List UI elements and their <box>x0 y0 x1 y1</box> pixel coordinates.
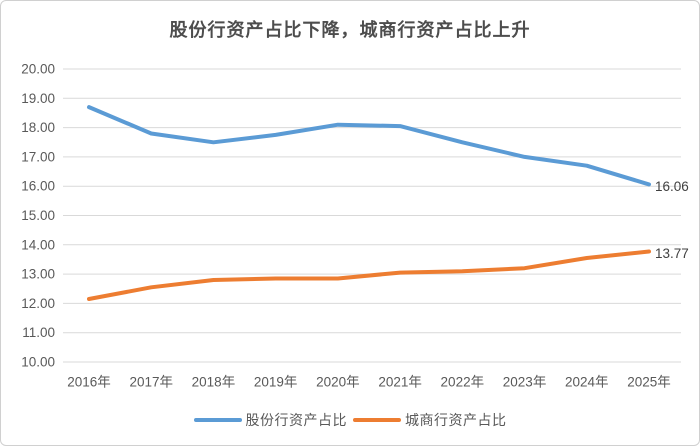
x-axis-tick-label: 2024年 <box>565 375 609 390</box>
y-axis-tick-label: 13.00 <box>21 267 55 282</box>
y-axis-tick-label: 18.00 <box>21 120 55 135</box>
x-axis-tick-label: 2018年 <box>192 375 236 390</box>
chart-legend: 股份行资产占比 城商行资产占比 <box>1 410 699 430</box>
chart-title: 股份行资产占比下降，城商行资产占比上升 <box>169 20 531 40</box>
y-axis-tick-label: 10.00 <box>21 355 55 370</box>
legend-line-sample <box>193 418 242 422</box>
x-axis-tick-label: 2016年 <box>67 375 111 390</box>
x-axis-tick-label: 2021年 <box>378 375 422 390</box>
x-axis-tick-label: 2017年 <box>129 375 173 390</box>
legend-line-sample <box>353 418 401 422</box>
y-axis-tick-label: 15.00 <box>21 208 55 223</box>
y-axis-tick-label: 12.00 <box>21 296 55 311</box>
series-line-城商行资产占比 <box>87 249 651 301</box>
legend-label: 城商行资产占比 <box>405 412 507 428</box>
x-axis-tick-label: 2025年 <box>627 375 671 390</box>
legend-label: 股份行资产占比 <box>245 412 347 428</box>
series-end-data-label: 13.77 <box>655 246 689 261</box>
y-axis-tick-label: 17.00 <box>21 149 55 164</box>
x-axis-tick-label: 2022年 <box>441 375 485 390</box>
x-axis-tick-label: 2020年 <box>316 375 360 390</box>
y-axis-tick-label: 14.00 <box>21 237 55 252</box>
legend-item: 城商行资产占比 <box>353 410 507 430</box>
legend-item: 股份行资产占比 <box>193 410 348 430</box>
y-axis-tick-label: 20.00 <box>21 62 55 77</box>
x-axis-tick-label: 2019年 <box>254 375 298 390</box>
y-axis-tick-label: 11.00 <box>22 325 55 340</box>
series-line-股份行资产占比 <box>87 105 651 187</box>
x-axis-tick-label: 2023年 <box>503 375 547 390</box>
y-axis-tick-label: 19.00 <box>21 91 55 106</box>
y-axis-tick-label: 16.00 <box>21 179 55 194</box>
series-end-data-label: 16.06 <box>655 179 689 194</box>
